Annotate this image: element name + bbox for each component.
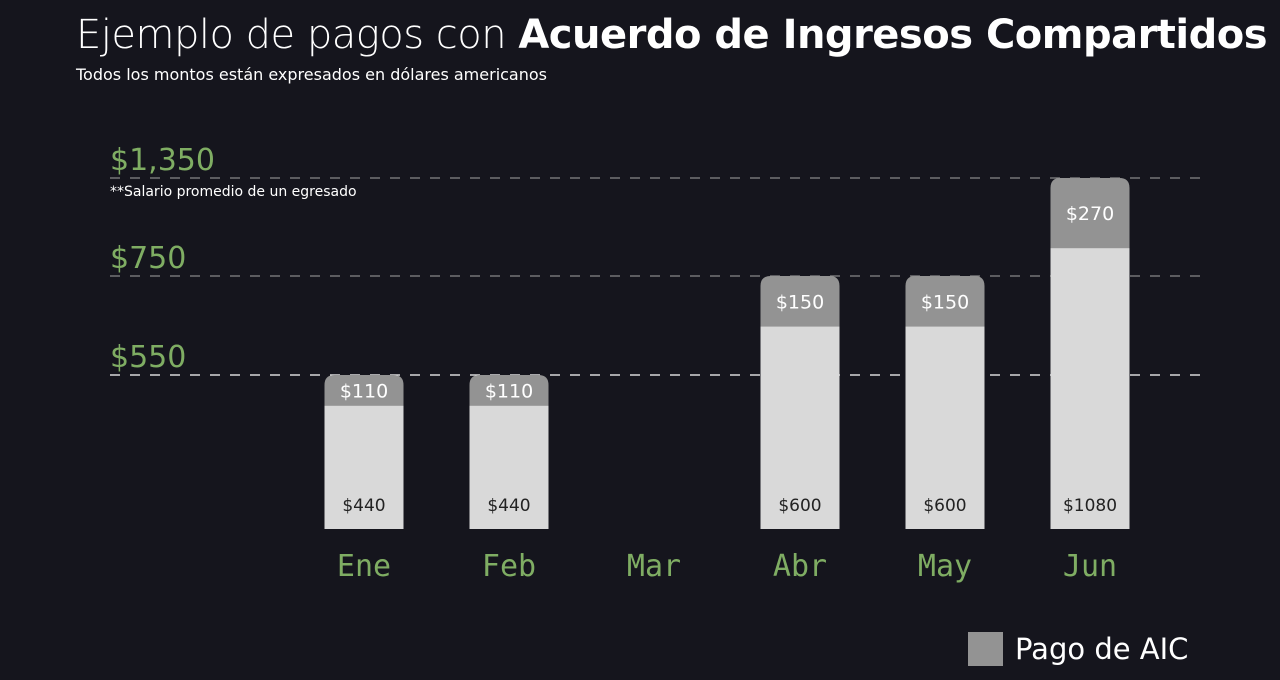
bar-label-aic: $270 xyxy=(1066,203,1114,225)
reference-label: $750 xyxy=(110,241,186,276)
month-label: Feb xyxy=(482,549,536,584)
bar-label-base: $600 xyxy=(923,496,966,516)
month-label: May xyxy=(918,549,972,584)
month-label: Mar xyxy=(627,549,681,584)
month-label: Jun xyxy=(1063,549,1117,584)
reference-label: $550 xyxy=(110,340,186,375)
bar-segment-base xyxy=(469,405,549,529)
bar-segment-base xyxy=(1050,248,1130,529)
bar-label-base: $440 xyxy=(487,496,530,516)
legend-label: Pago de AIC xyxy=(1015,632,1189,666)
title-regular: Ejemplo de pagos con xyxy=(76,12,519,58)
legend: Pago de AIC xyxy=(968,632,1188,666)
bar-label-aic: $110 xyxy=(485,380,533,402)
month-label: Abr xyxy=(773,549,827,584)
bar-label-aic: $110 xyxy=(340,380,388,402)
bar-label-aic: $150 xyxy=(776,291,824,313)
reference-label: $1,350 xyxy=(110,143,215,178)
bar-segment-base xyxy=(905,326,985,529)
chart-subtitle: Todos los montos están expresados en dól… xyxy=(76,65,547,84)
title-bold: Acuerdo de Ingresos Compartidos xyxy=(518,12,1268,58)
legend-swatch xyxy=(968,632,1003,666)
bar-label-base: $440 xyxy=(342,496,385,516)
bar-label-base: $1080 xyxy=(1063,496,1117,516)
bar-label-base: $600 xyxy=(778,496,821,516)
bar-segment-base xyxy=(324,405,404,529)
month-label: Ene xyxy=(337,549,391,584)
bar-label-aic: $150 xyxy=(921,291,969,313)
bar-segment-base xyxy=(760,326,840,529)
reference-note: **Salario promedio de un egresado xyxy=(110,184,357,200)
chart-title: Ejemplo de pagos con Acuerdo de Ingresos… xyxy=(76,12,1268,58)
